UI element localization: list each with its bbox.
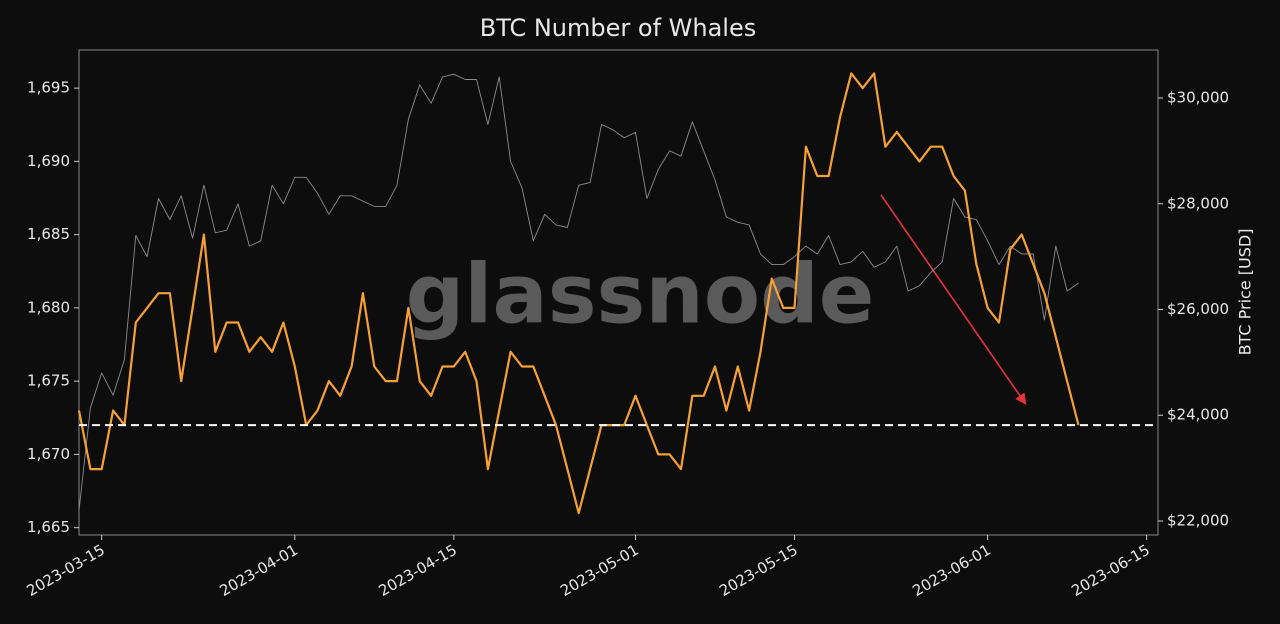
y-tick-label: 1,675	[27, 372, 70, 390]
y2-tick-label: $26,000	[1167, 300, 1229, 318]
y-tick-label: 1,665	[27, 518, 70, 536]
y2-tick-label: $28,000	[1167, 194, 1229, 212]
y2-tick-label: $22,000	[1167, 511, 1229, 529]
y-tick-label: 1,680	[27, 298, 70, 316]
y-tick-label: 1,685	[27, 225, 70, 243]
y2-tick-label: $24,000	[1167, 406, 1229, 424]
y-tick-label: 1,670	[27, 445, 70, 463]
trend-arrow	[880, 194, 1027, 405]
watermark: glassnode	[406, 247, 875, 342]
series-line	[77, 72, 1080, 515]
y2-axis-label: BTC Price [USD]	[1236, 229, 1255, 356]
y-tick-label: 1,695	[27, 79, 70, 97]
y-tick-label: 1,690	[27, 152, 70, 170]
chart-title: BTC Number of Whales	[480, 14, 757, 42]
y2-tick-label: $30,000	[1167, 89, 1229, 107]
plot-frame	[78, 49, 1159, 536]
series-line	[78, 73, 1079, 511]
